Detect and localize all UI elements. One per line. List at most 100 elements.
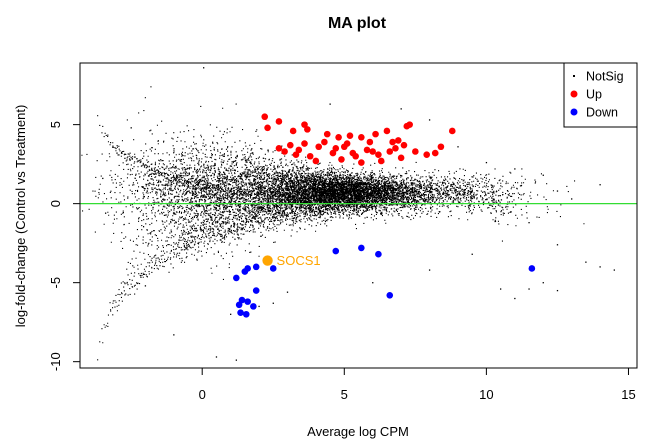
down-point	[386, 292, 394, 299]
notsig-point	[428, 119, 431, 121]
notsig-point	[286, 291, 289, 293]
notsig-point	[514, 297, 516, 300]
x-tick-label: 10	[479, 387, 493, 402]
y-axis-label: log-fold-change (Control vs Treatment)	[13, 105, 28, 328]
down-point	[235, 301, 243, 309]
down-point	[252, 287, 260, 294]
up-point	[358, 133, 365, 141]
up-point	[431, 149, 439, 157]
notsig-point	[102, 177, 104, 180]
up-point	[286, 141, 294, 149]
up-point	[423, 151, 431, 158]
up-point	[400, 141, 408, 149]
down-point	[242, 310, 250, 318]
up-point	[386, 148, 394, 155]
down-point	[244, 265, 251, 272]
up-point	[315, 143, 323, 151]
up-point	[372, 130, 379, 138]
notsig-point	[104, 212, 107, 214]
up-point	[363, 146, 371, 154]
notsig-point	[471, 253, 473, 255]
y-tick-label: 5	[48, 121, 63, 128]
up-point	[275, 118, 283, 125]
notsig-point	[130, 127, 132, 129]
x-tick-label: 15	[621, 387, 635, 402]
down-point	[238, 296, 246, 304]
up-point	[437, 143, 445, 151]
y-tick-label: -5	[48, 277, 63, 289]
highlight-label: SOCS1	[277, 253, 321, 268]
x-axis-label: Average log CPM	[307, 424, 409, 439]
up-point	[289, 127, 297, 135]
notsig-point	[173, 334, 175, 336]
down-point	[237, 309, 244, 316]
down-point	[375, 250, 382, 258]
down-point	[250, 303, 257, 310]
up-point	[261, 113, 269, 121]
notsig-cloud-path	[81, 86, 585, 361]
up-point	[358, 159, 365, 166]
up-point	[292, 151, 300, 158]
annotation-group: SOCS1	[262, 253, 321, 268]
down-point	[332, 247, 340, 255]
up-point	[321, 138, 328, 146]
legend-label: Down	[586, 106, 618, 120]
up-point	[406, 121, 413, 128]
up-point	[301, 121, 308, 128]
up-point	[264, 124, 271, 132]
notsig-point	[428, 269, 431, 271]
notsig-point	[258, 305, 260, 308]
up-point	[335, 133, 342, 141]
x-tick-label: 5	[341, 387, 348, 402]
up-point	[275, 145, 283, 152]
up-point	[448, 127, 456, 135]
notsig-point	[329, 103, 331, 105]
notsig-point	[571, 198, 573, 200]
notsig-point	[235, 359, 238, 361]
legend-marker	[573, 75, 575, 77]
notsig-point	[528, 288, 530, 290]
notsig-point	[528, 222, 530, 224]
chart-title: MA plot	[328, 15, 387, 32]
up-point	[412, 148, 419, 155]
y-axis: -10 -5 0 5	[48, 121, 81, 371]
notsig-point	[215, 356, 218, 358]
legend-marker	[570, 90, 578, 98]
notsig-point	[556, 244, 559, 246]
notsig-point	[116, 152, 118, 154]
notsig-point	[400, 108, 402, 110]
x-tick-label: 0	[199, 387, 206, 402]
down-point	[358, 244, 365, 252]
up-point	[306, 152, 314, 160]
up-point	[346, 132, 354, 139]
up-point	[369, 148, 377, 155]
legend-label: Up	[586, 88, 602, 102]
notsig-point	[485, 161, 488, 164]
down-point	[528, 265, 536, 272]
up-point	[366, 138, 374, 146]
up-point	[323, 130, 331, 138]
down-point	[233, 274, 240, 282]
down-point	[269, 265, 277, 272]
legend-label: NotSig	[586, 70, 624, 84]
data-points	[102, 67, 615, 361]
legend-marker	[570, 108, 578, 116]
up-point	[394, 137, 402, 144]
up-point	[304, 126, 311, 133]
notsig-point	[203, 67, 205, 69]
x-axis: 0 5 10 15	[199, 367, 636, 402]
notsig-point	[613, 269, 615, 271]
up-point	[397, 154, 405, 162]
down-point	[252, 263, 260, 271]
notsig-point	[514, 168, 516, 170]
up-point	[301, 140, 308, 147]
notsig-point-cloud	[81, 86, 585, 361]
up-point	[375, 151, 382, 158]
up-point	[392, 145, 399, 152]
notsig-point	[230, 313, 232, 315]
chart-legend: NotSig Up Down	[563, 62, 638, 128]
notsig-point	[144, 285, 147, 287]
highlight-point	[262, 255, 273, 266]
up-point	[312, 157, 320, 165]
